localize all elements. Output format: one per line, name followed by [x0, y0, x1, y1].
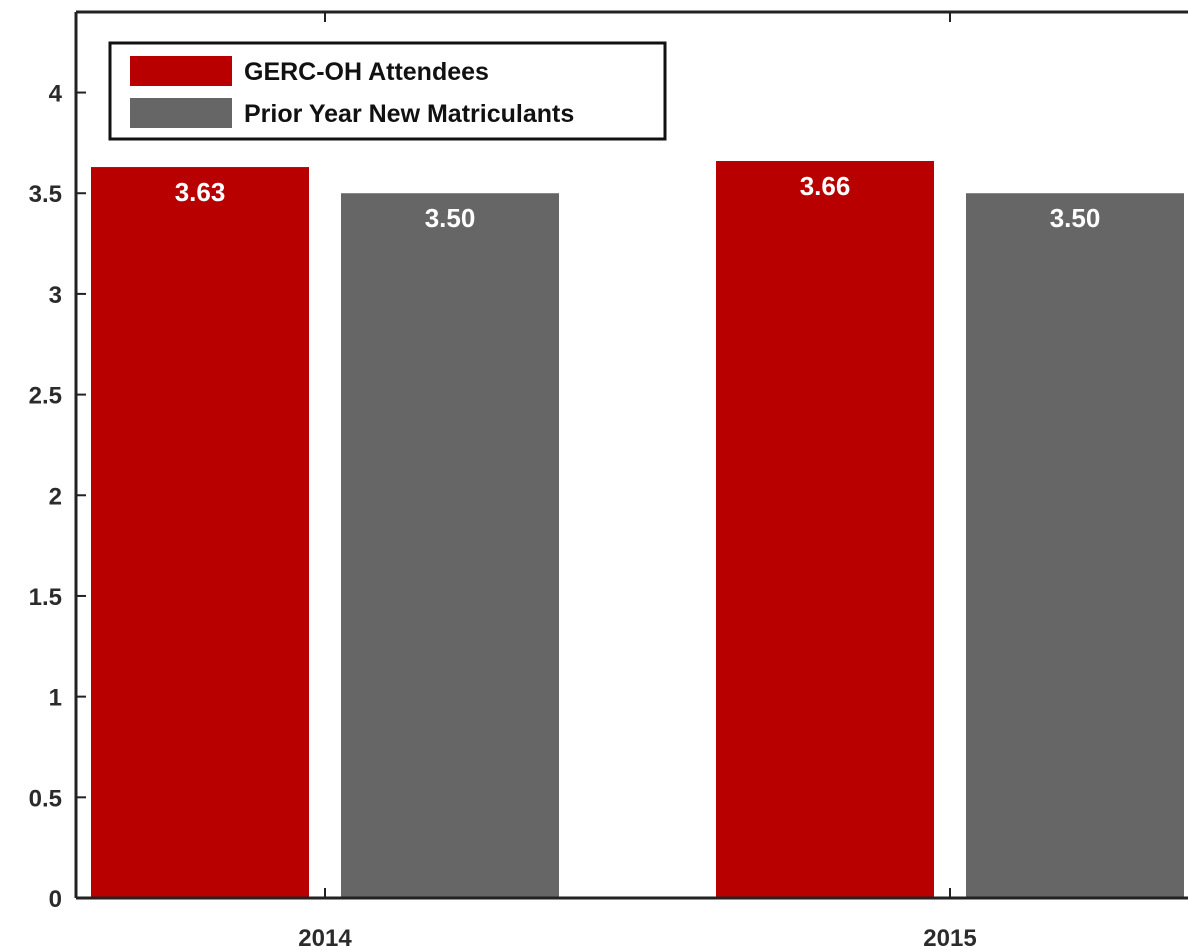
y-tick-label: 1.5: [29, 584, 62, 611]
x-tick-label: 2015: [923, 925, 976, 951]
data-label-2014-series-1: 3.63: [175, 177, 226, 207]
legend-label-series-2: Prior Year New Matriculants: [244, 100, 574, 128]
legend-swatch-series-1: [130, 56, 232, 86]
legend-label-series-1: GERC-OH Attendees: [244, 58, 489, 86]
axes-group: 0 0.5 1 1.5 2 2.5 3 3.5 4 2014 2015: [29, 10, 1188, 951]
bar-2014-series-2: [341, 193, 559, 898]
data-label-2015-series-1: 3.66: [800, 171, 851, 201]
y-tick-label: 4: [49, 81, 63, 108]
y-tick-label: 2: [49, 483, 62, 510]
bar-2015-series-2: [966, 193, 1184, 898]
bar-2014-series-1: [91, 167, 309, 899]
y-tick-label: 1: [49, 685, 62, 712]
y-tick-label: 0.5: [29, 785, 62, 812]
legend: GERC-OH Attendees Prior Year New Matricul…: [108, 41, 667, 141]
y-tick-label: 3.5: [29, 181, 62, 208]
data-label-2014-series-2: 3.50: [425, 203, 476, 233]
x-tick-label: 2014: [298, 925, 352, 951]
y-tick-label: 0: [49, 886, 62, 913]
bars-group: 3.63 3.66 3.50 3.50: [91, 161, 1184, 899]
data-label-2015-series-2: 3.50: [1050, 203, 1101, 233]
y-tick-label: 2.5: [29, 383, 62, 410]
legend-swatch-series-2: [130, 98, 232, 128]
y-tick-label: 3: [49, 282, 62, 309]
bar-2015-series-1: [716, 161, 934, 898]
